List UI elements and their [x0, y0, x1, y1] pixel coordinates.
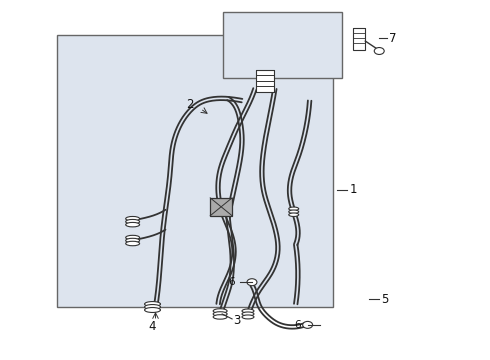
Ellipse shape [242, 312, 254, 316]
Ellipse shape [125, 222, 140, 227]
Ellipse shape [125, 241, 140, 246]
Ellipse shape [125, 235, 140, 240]
Bar [353, 28, 366, 50]
Ellipse shape [145, 307, 161, 312]
Text: 2: 2 [186, 98, 194, 111]
Text: 6: 6 [228, 277, 235, 287]
Ellipse shape [213, 309, 227, 313]
Text: 6: 6 [294, 320, 301, 330]
Ellipse shape [125, 216, 140, 221]
Ellipse shape [289, 213, 299, 216]
Ellipse shape [145, 305, 161, 310]
Text: 5: 5 [381, 293, 389, 306]
Ellipse shape [145, 302, 161, 306]
Bar [223, 12, 343, 78]
Bar [57, 35, 333, 307]
Ellipse shape [125, 238, 140, 243]
Text: 1: 1 [349, 184, 357, 197]
Ellipse shape [213, 315, 227, 319]
Ellipse shape [242, 315, 254, 319]
Ellipse shape [303, 321, 313, 328]
Text: 7: 7 [389, 32, 397, 45]
Ellipse shape [289, 207, 299, 211]
Ellipse shape [247, 279, 257, 286]
Ellipse shape [289, 210, 299, 213]
Ellipse shape [374, 48, 384, 54]
Text: 4: 4 [148, 320, 156, 333]
Text: 3: 3 [233, 314, 241, 327]
Bar [210, 198, 232, 216]
Ellipse shape [213, 312, 227, 316]
Bar [256, 70, 274, 92]
Ellipse shape [125, 220, 140, 224]
Ellipse shape [242, 309, 254, 313]
